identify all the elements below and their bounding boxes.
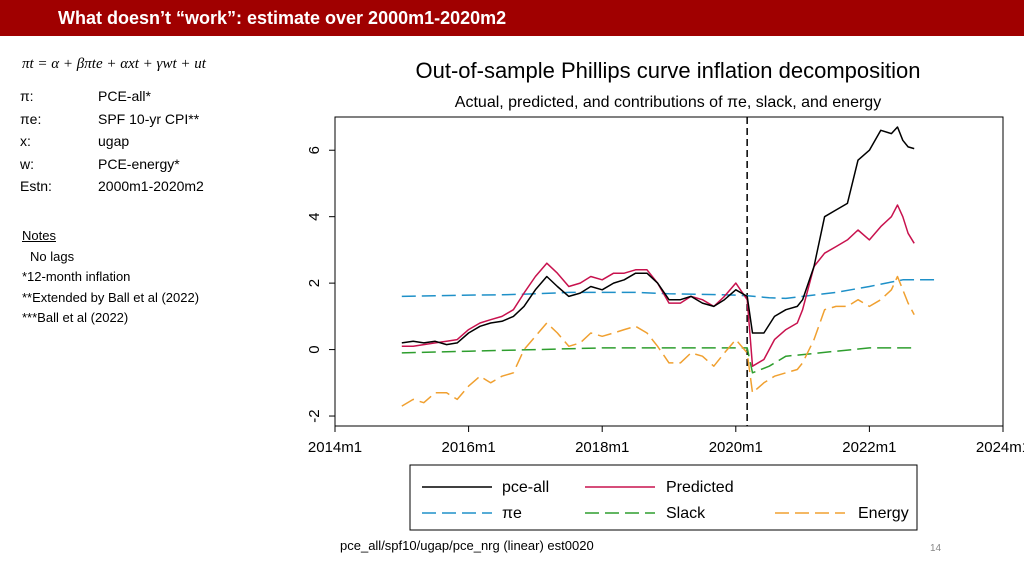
definition-key: Estn: (20, 178, 52, 194)
chart-subtitle: Actual, predicted, and contributions of … (455, 94, 881, 111)
legend (409, 464, 918, 531)
phillips-equation: πt = α + βπte + αxt + γwt + ut (22, 56, 206, 73)
x-tick-label: 2020m1 (709, 439, 763, 456)
notes-block: Notes No lags *12-month inflation **Exte… (22, 228, 199, 331)
legend-items: pce-all Predicted πe Slack Energy (422, 479, 909, 522)
series-line-3 (401, 347, 915, 374)
series-layer (401, 126, 937, 407)
chart-title: Out-of-sample Phillips curve inflation d… (415, 58, 920, 83)
x-tick-label: 2014m1 (308, 439, 362, 456)
y-tick-label: 4 (306, 213, 323, 221)
notes-header: Notes (22, 228, 56, 243)
legend-label-1: Predicted (666, 479, 734, 496)
legend-label-0: pce-all (502, 479, 549, 496)
x-tick-label: 2018m1 (575, 439, 629, 456)
y-tick-label: 2 (306, 279, 323, 287)
note-line: No lags (30, 248, 75, 264)
legend-label-4: Energy (858, 505, 909, 522)
x-tick-label: 2024m1 (976, 439, 1024, 456)
definition-key: x: (20, 133, 31, 149)
x-tick-label: 2022m1 (842, 439, 896, 456)
series-line-0 (401, 126, 915, 346)
definition-value: 2000m1-2020m2 (98, 178, 204, 194)
legend-label-3: Slack (666, 505, 706, 522)
equation-text: πt = α + βπte + αxt + γwt + ut (22, 56, 206, 72)
note-line: *12-month inflation (22, 269, 131, 284)
footer-spec: pce_all/spf10/ugap/pce_nrg (linear) est0… (340, 538, 594, 553)
y-axis: -2 0 2 4 6 (306, 146, 335, 423)
y-tick-label: 6 (306, 146, 323, 154)
plot-frame (334, 116, 1004, 427)
x-axis: 2014m1 2016m1 2018m1 2020m1 2022m1 2024m1 (308, 426, 1024, 456)
series-line-1 (401, 204, 915, 367)
x-tick-label: 2016m1 (441, 439, 495, 456)
definition-key: πe: (20, 110, 42, 127)
series-line-4 (401, 275, 915, 407)
definition-value: ugap (98, 133, 130, 149)
definition-key: w: (20, 155, 34, 172)
note-line: ***Ball et al (2022) (22, 310, 129, 325)
definition-value: PCE-energy* (98, 155, 180, 172)
y-tick-label: -2 (306, 409, 323, 422)
series-line-2 (401, 279, 937, 300)
slide-title-bar: What doesn’t “work”: estimate over 2000m… (0, 0, 1024, 36)
note-line: **Extended by Ball et al (2022) (22, 289, 200, 305)
slide-title: What doesn’t “work”: estimate over 2000m… (58, 8, 507, 28)
definition-value: PCE-all* (98, 88, 151, 104)
definition-value: SPF 10-yr CPI** (98, 110, 200, 127)
legend-label-2: πe (502, 505, 522, 522)
definition-key: π: (20, 88, 34, 104)
page-number: 14 (930, 543, 942, 554)
y-tick-label: 0 (306, 345, 323, 353)
